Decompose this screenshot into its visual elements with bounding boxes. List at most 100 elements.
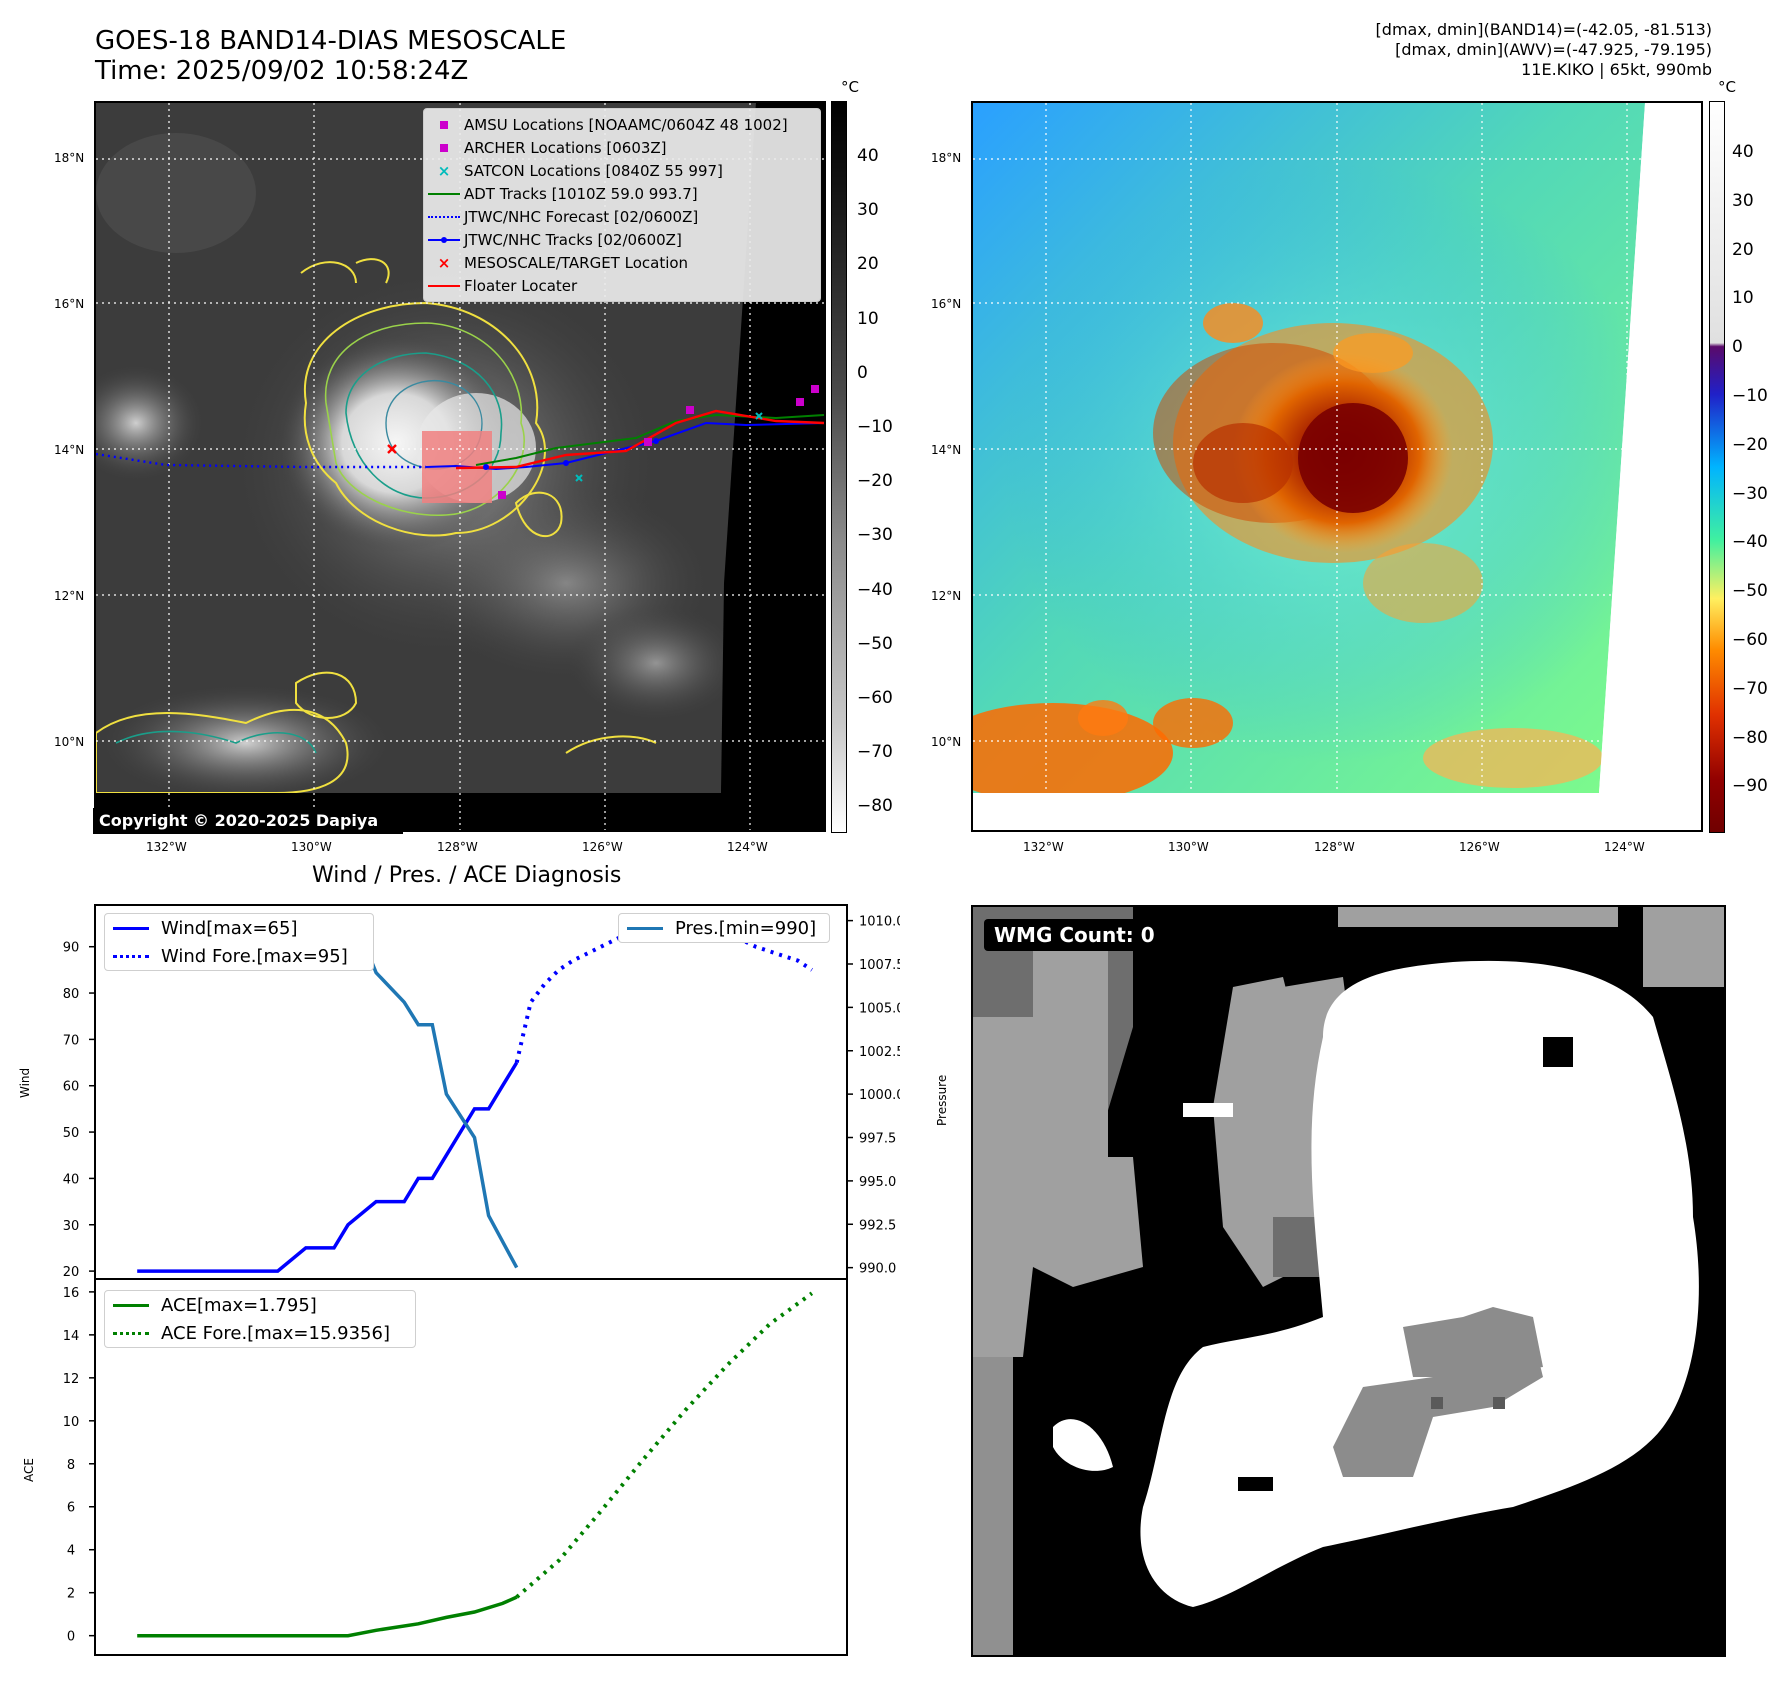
floater-line-icon [424, 284, 464, 287]
stats-line1: [dmax, dmin](BAND14)=(-42.05, -81.513) [1375, 20, 1712, 39]
legend-amsu: AMSU Locations [NOAAMC/0604Z 48 1002] [424, 113, 820, 136]
pressure-axis-label: Pressure [935, 1074, 949, 1126]
lon-label-132w-right: 132°W [1023, 840, 1064, 854]
lat-label-18n-right: 18°N [931, 151, 962, 165]
color-colorbar-tick-label: −40 [1732, 532, 1768, 553]
gray-colorbar-tick-label: −30 [857, 525, 893, 546]
stats-line2: [dmax, dmin](AWV)=(-47.925, -79.195) [1395, 40, 1712, 59]
ace-fore-dotted-icon [113, 1331, 149, 1335]
ace-line-icon [113, 1303, 149, 1307]
color-colorbar-tick-label: −90 [1732, 776, 1768, 797]
gray-colorbar-tick-label: −60 [857, 688, 893, 708]
pres-line-icon [627, 926, 663, 930]
gray-colorbar-tick-label: 20 [857, 254, 879, 275]
legend-pres-label: Pres.[min=990] [675, 917, 817, 939]
lat-label-14n-left: 14°N [54, 443, 85, 457]
color-colorbar-tick-label: −80 [1732, 727, 1768, 748]
color-map-image [973, 103, 1701, 830]
diagnosis-title: Wind / Pres. / ACE Diagnosis [312, 863, 622, 888]
wmg-count-badge: WMG Count: 0 [984, 919, 1165, 951]
y-tick-label: 14 [63, 1329, 80, 1344]
y-tick-label: 40 [63, 1172, 80, 1187]
color-colorbar-unit: °C [1718, 78, 1736, 96]
y-tick-label: 6 [67, 1501, 75, 1516]
wind-line-icon [113, 926, 149, 930]
lon-label-124w-right: 124°W [1604, 840, 1645, 854]
lat-label-16n-right: 16°N [931, 297, 962, 311]
y-tick-label: 30 [63, 1219, 80, 1234]
legend-wind-fore: Wind Fore.[max=95] [105, 942, 373, 970]
y-right-tick-label: 995.0 [859, 1175, 896, 1190]
lon-label-128w-left: 128°W [437, 840, 478, 854]
legend-forecast-label: JTWC/NHC Forecast [02/0600Z] [464, 207, 699, 226]
y-right-tick-label: 1005.0 [859, 1001, 900, 1016]
wind-axis-label: Wind [18, 1067, 32, 1098]
lon-label-126w-right: 126°W [1459, 840, 1500, 854]
color-colorbar-tick-label: 30 [1732, 190, 1754, 211]
y-right-tick-label: 1000.0 [859, 1088, 900, 1103]
gray-colorbar-tick-label: 0 [857, 362, 868, 383]
legend-archer: ARCHER Locations [0603Z] [424, 136, 820, 159]
y-tick-label: 12 [63, 1372, 80, 1387]
lat-label-12n-right: 12°N [931, 589, 962, 603]
legend-adt-label: ADT Tracks [1010Z 59.0 993.7] [464, 184, 698, 203]
lon-label-132w-left: 132°W [146, 840, 187, 854]
legend-forecast: JTWC/NHC Forecast [02/0600Z] [424, 205, 820, 228]
color-colorbar-tick-label: −60 [1732, 630, 1768, 650]
pressure-legend: Pres.[min=990] [618, 913, 830, 943]
gray-colorbar-tick-label: 40 [857, 146, 879, 166]
y-tick-label: 90 [63, 941, 80, 956]
adt-line-icon [424, 192, 464, 195]
legend-ace: ACE[max=1.795] [105, 1291, 415, 1319]
legend-target: × MESOSCALE/TARGET Location [424, 251, 820, 274]
gray-colorbar-tick-label: −10 [857, 417, 893, 437]
y-right-tick-label: 990.0 [859, 1262, 896, 1277]
map-legend: AMSU Locations [NOAAMC/0604Z 48 1002] AR… [423, 108, 821, 302]
color-colorbar-tick-label: 0 [1732, 337, 1743, 358]
y-right-tick-label: 992.5 [859, 1218, 896, 1233]
legend-amsu-label: AMSU Locations [NOAAMC/0604Z 48 1002] [464, 115, 788, 134]
color-colorbar-tick-label: −30 [1732, 483, 1768, 504]
gray-colorbar-tick-label: −40 [857, 579, 893, 600]
series-line-0 [137, 1595, 518, 1638]
legend-ace-fore: ACE Fore.[max=15.9356] [105, 1319, 415, 1347]
ace-axis-label: ACE [22, 1458, 36, 1482]
y-tick-label: 2 [67, 1587, 75, 1602]
stats-line3: 11E.KIKO | 65kt, 990mb [1521, 60, 1712, 79]
stats-header: [dmax, dmin](BAND14)=(-42.05, -81.513) [… [1376, 20, 1712, 80]
legend-wind-fore-label: Wind Fore.[max=95] [161, 945, 348, 967]
series-line-0 [137, 1061, 519, 1273]
lat-label-18n-left: 18°N [54, 151, 85, 165]
y-tick-label: 16 [63, 1286, 80, 1301]
copyright-notice: Copyright © 2020-2025 Dapiya [93, 808, 403, 834]
legend-tracks: JTWC/NHC Tracks [02/0600Z] [424, 228, 820, 251]
y-tick-label: 70 [63, 1033, 80, 1048]
legend-pres: Pres.[min=990] [619, 914, 829, 942]
lat-label-14n-right: 14°N [931, 443, 962, 457]
legend-floater-label: Floater Locater [464, 276, 578, 295]
wind-fore-dotted-icon [113, 954, 149, 958]
color-colorbar [1709, 101, 1725, 833]
color-colorbar-tick-label: −10 [1732, 386, 1768, 406]
gray-colorbar-tick-label: −80 [857, 796, 893, 817]
legend-ace-fore-label: ACE Fore.[max=15.9356] [161, 1322, 390, 1344]
figure-title: GOES-18 BAND14-DIAS MESOSCALE Time: 2025… [95, 26, 566, 86]
gray-colorbar-tick-label: 10 [857, 308, 879, 329]
y-tick-label: 4 [67, 1544, 75, 1559]
gray-colorbar-tick-label: −50 [857, 633, 893, 654]
lon-label-126w-left: 126°W [582, 840, 623, 854]
legend-satcon-label: SATCON Locations [0840Z 55 997] [464, 161, 723, 180]
y-right-tick-label: 1010.0 [859, 915, 900, 930]
gray-colorbar-unit: °C [841, 78, 859, 96]
lat-label-10n-left: 10°N [54, 735, 85, 749]
gray-colorbar-tick-label: −20 [857, 471, 893, 492]
gray-colorbar [831, 101, 847, 833]
color-colorbar-tick-label: −50 [1732, 581, 1768, 602]
y-tick-label: 20 [63, 1265, 80, 1280]
track-line-dot-icon [424, 236, 464, 243]
title-line2: Time: 2025/09/02 10:58:24Z [95, 56, 469, 86]
color-colorbar-tick-label: 20 [1732, 239, 1754, 260]
satcon-cross-icon: × [437, 161, 451, 180]
legend-satcon: × SATCON Locations [0840Z 55 997] [424, 159, 820, 182]
y-right-tick-label: 1007.5 [859, 958, 900, 973]
